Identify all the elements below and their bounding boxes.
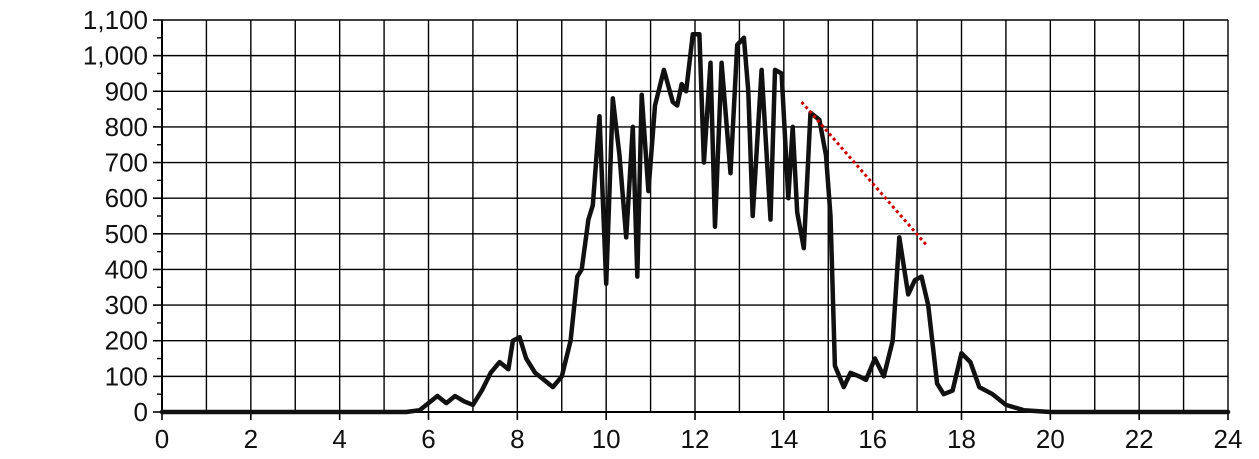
x-tick-label: 2	[244, 424, 258, 454]
x-tick-label: 20	[1036, 424, 1065, 454]
x-tick-label: 18	[947, 424, 976, 454]
x-tick-label: 4	[332, 424, 346, 454]
y-tick-label: 1,000	[83, 41, 148, 71]
dotted-trend-line	[800, 100, 928, 246]
y-tick-label: 800	[105, 112, 148, 142]
x-tick-label: 12	[681, 424, 710, 454]
data-series	[159, 32, 1231, 415]
x-tick-label: 10	[592, 424, 621, 454]
x-tick-label: 24	[1214, 424, 1243, 454]
y-axis-tick-labels: 0 100 200 300 400 500 600 700 800 900 1,000 1,100	[83, 5, 148, 427]
series-line	[159, 32, 1231, 415]
x-tick-label: 6	[421, 424, 435, 454]
x-tick-label: 0	[155, 424, 169, 454]
x-tick-label: 14	[769, 424, 798, 454]
y-tick-label: 100	[105, 361, 148, 391]
x-tick-label: 22	[1125, 424, 1154, 454]
y-tick-label: 200	[105, 326, 148, 356]
y-tick-label: 900	[105, 76, 148, 106]
y-tick-label: 300	[105, 290, 148, 320]
x-tick-label: 8	[510, 424, 524, 454]
y-tick-label: 700	[105, 148, 148, 178]
grid-lines	[161, 19, 1229, 413]
annotations	[800, 100, 928, 246]
y-tick-label: 0	[134, 397, 148, 427]
x-tick-label: 16	[858, 424, 887, 454]
y-tick-label: 1,100	[83, 5, 148, 35]
y-tick-label: 600	[105, 183, 148, 213]
y-tick-label: 400	[105, 254, 148, 284]
y-tick-label: 500	[105, 219, 148, 249]
x-axis-tick-labels: 0 2 4 6 8 10 12 14 16 18 20 22 24	[155, 424, 1243, 454]
